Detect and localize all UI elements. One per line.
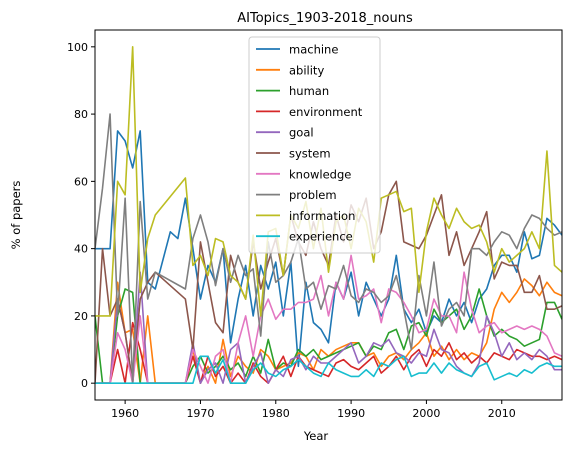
plot-area: 1960 1970 1980 1990 2000 2010 0 20 40 60 80 100 mach… — [67, 29, 563, 420]
y-tick-label: 20 — [74, 310, 88, 323]
chart-title: AITopics_1903-2018_nouns — [237, 11, 413, 26]
series-line-goal — [95, 271, 562, 384]
x-tick-label: 1960 — [111, 407, 139, 420]
y-axis-label: % of papers — [9, 181, 23, 250]
legend-label-ability: ability — [289, 63, 324, 77]
legend-label-experience: experience — [289, 230, 353, 244]
legend-label-human: human — [289, 84, 329, 98]
y-tick-label: 0 — [81, 377, 88, 390]
y-tick-label: 80 — [74, 108, 88, 121]
series-line-environment — [95, 321, 562, 384]
x-tick-label: 2000 — [412, 407, 440, 420]
legend: machine ability human environment goal system… — [248, 36, 381, 254]
x-axis-label: Year — [303, 429, 329, 443]
y-tick-label: 40 — [74, 243, 88, 256]
y-tick-label: 60 — [74, 175, 88, 188]
x-tick-label: 1980 — [262, 407, 290, 420]
x-tick-label: 2010 — [488, 407, 516, 420]
legend-label-information: information — [289, 209, 355, 223]
x-tick-label: 1990 — [337, 407, 365, 420]
legend-label-machine: machine — [289, 43, 338, 57]
legend-label-goal: goal — [289, 126, 314, 140]
plot-frame — [94, 29, 563, 401]
legend-label-environment: environment — [289, 105, 363, 119]
legend-box — [248, 36, 381, 254]
legend-label-knowledge: knowledge — [289, 167, 351, 181]
series-line-knowledge — [95, 254, 562, 384]
legend-label-system: system — [289, 147, 331, 161]
x-tick-label: 1970 — [186, 407, 214, 420]
series-line-experience — [95, 355, 562, 384]
series-line-machine — [95, 130, 562, 368]
legend-label-problem: problem — [289, 188, 337, 202]
y-tick-label: 100 — [67, 41, 88, 54]
